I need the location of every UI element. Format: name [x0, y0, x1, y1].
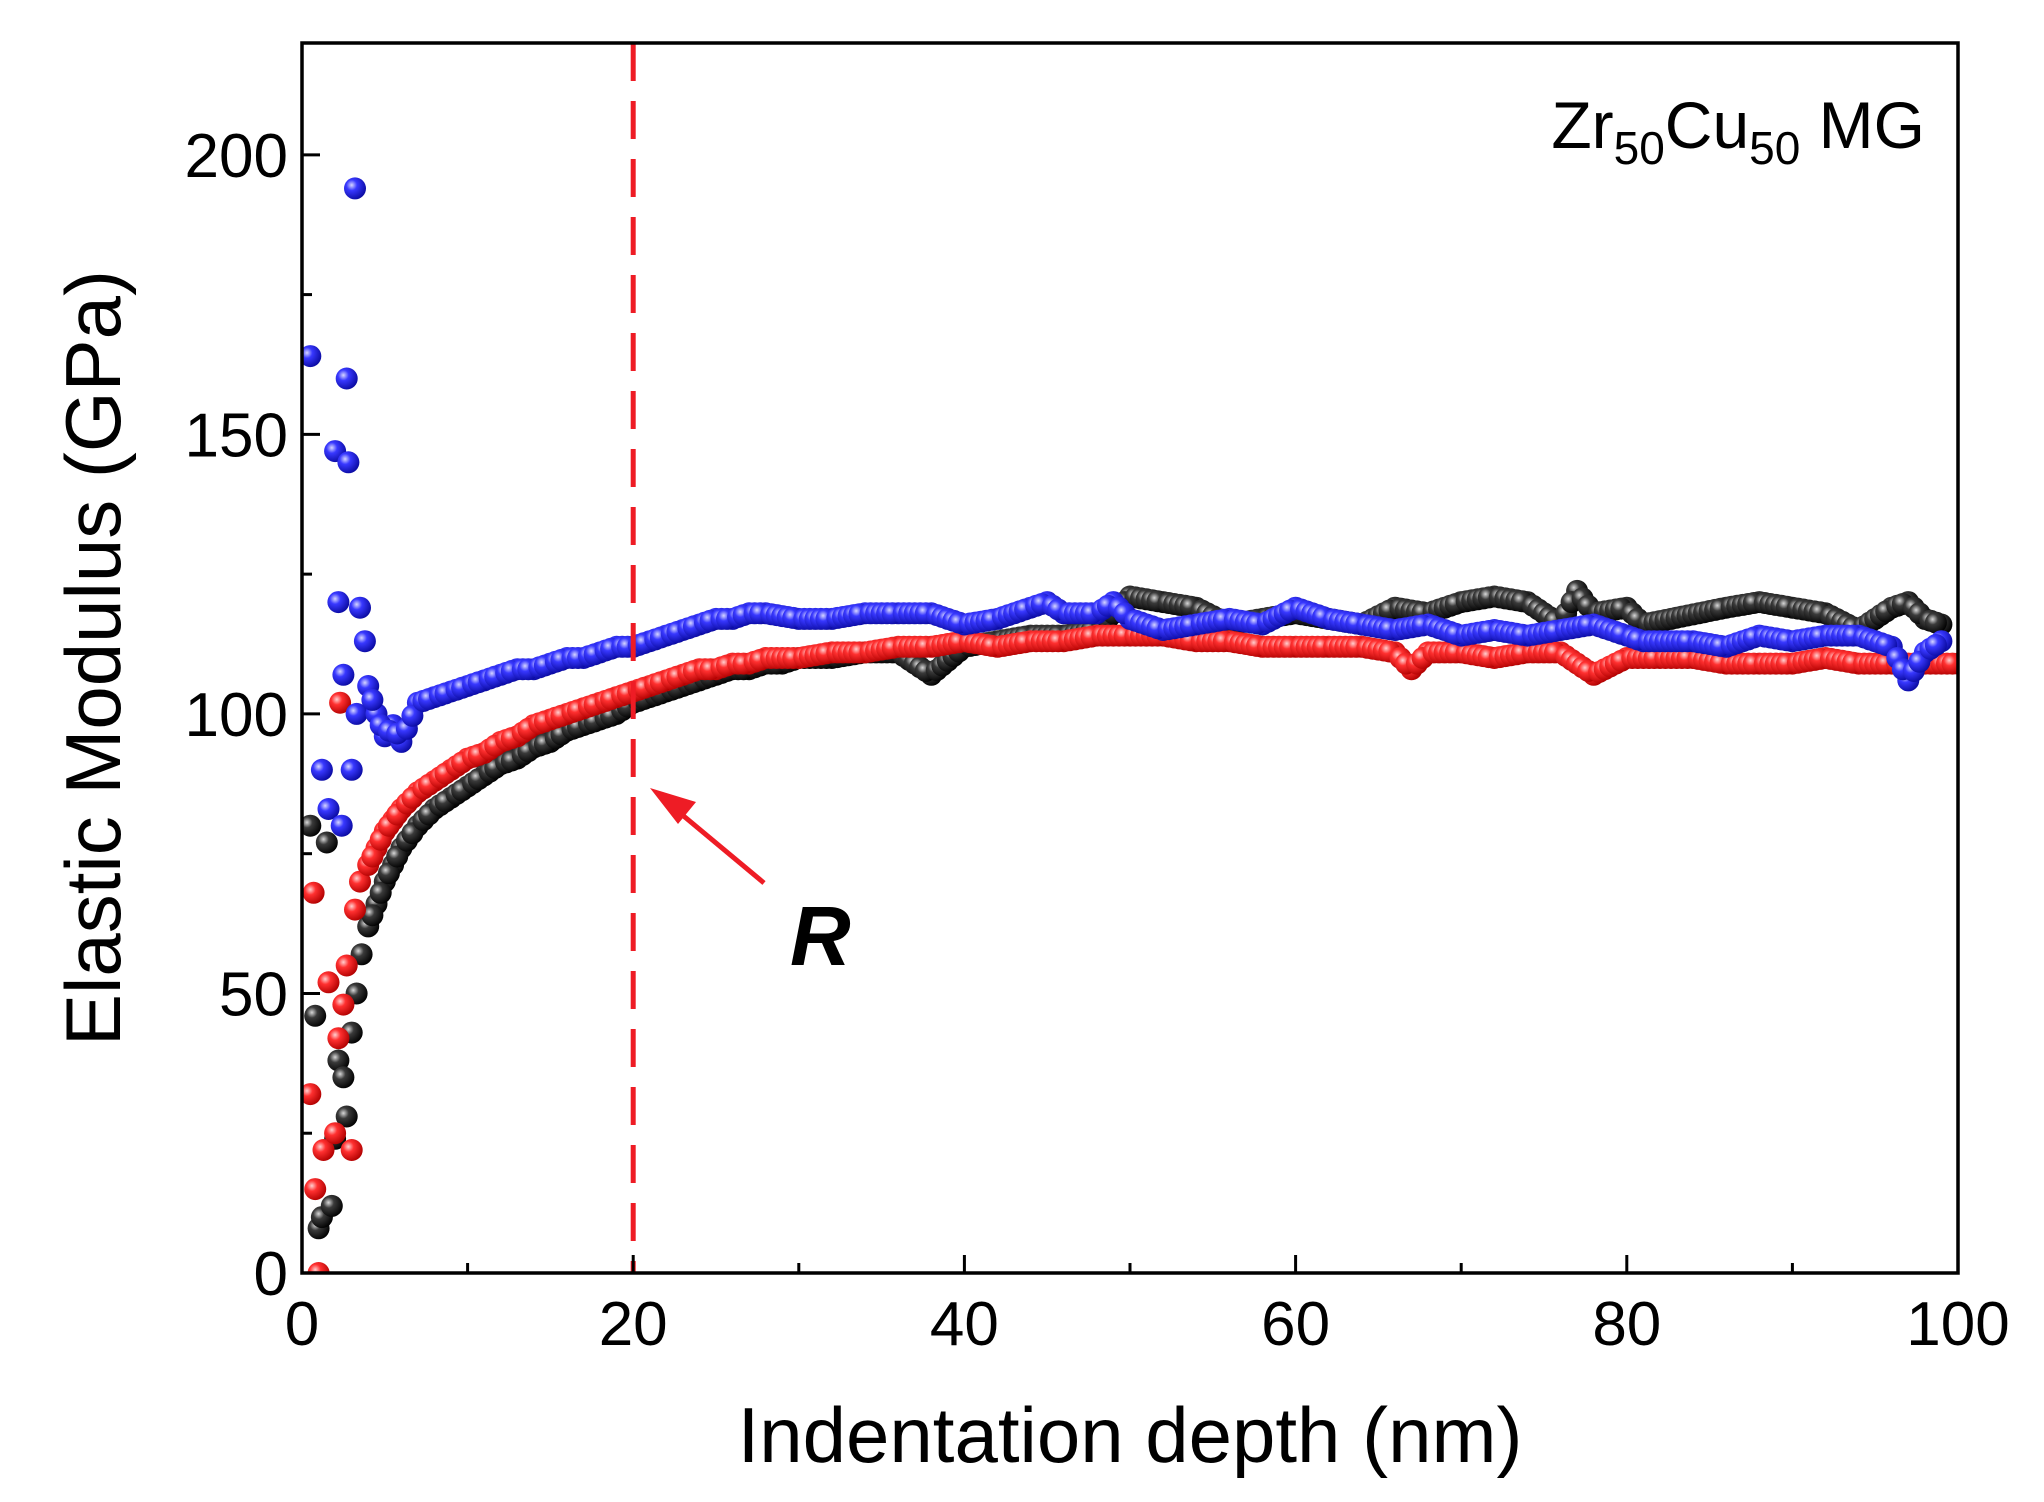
x-tick-label: 100	[1906, 1290, 2009, 1359]
blue-series-point	[302, 345, 322, 368]
x-axis-title: Indentation depth (nm)	[738, 1391, 1523, 1479]
material-label-mg: MG	[1800, 88, 1925, 162]
material-label-sub2: 50	[1749, 122, 1800, 174]
material-label-cu: Cu	[1665, 88, 1749, 162]
y-tick-label: 150	[185, 401, 288, 470]
x-tick-label: 20	[599, 1290, 668, 1359]
red-series-point	[324, 1122, 347, 1145]
material-label-zr: Zr	[1551, 88, 1613, 162]
axis-tick-labels: 0 20 40 60 80 100 0 50 100 150 200	[185, 122, 2010, 1359]
x-tick-label: 80	[1592, 1290, 1661, 1359]
blue-series-point	[310, 758, 333, 781]
data-series-layer	[302, 177, 1958, 1273]
red-series-point	[349, 870, 371, 893]
black-series-point	[361, 904, 384, 927]
r-arrow-label: R	[790, 889, 851, 983]
black-series-point	[335, 1105, 358, 1128]
red-series-point	[302, 881, 325, 904]
r-arrow-shaft	[678, 811, 766, 885]
blue-series-point	[335, 367, 358, 390]
x-tick-label: 60	[1261, 1290, 1330, 1359]
red-series-point	[332, 993, 355, 1016]
blue-series-point	[345, 702, 368, 725]
black-series-point	[327, 1049, 350, 1072]
blue-series-point	[332, 663, 355, 686]
black-series-point	[304, 1004, 327, 1027]
blue-series-point	[344, 177, 366, 200]
black-series-point	[377, 862, 400, 885]
blue-series-point	[349, 596, 371, 619]
red-series-point	[302, 1083, 322, 1106]
blue-series-point	[361, 688, 384, 711]
black-series-point	[1924, 611, 1947, 634]
black-series-point	[386, 845, 409, 868]
axis-ticks	[300, 153, 1960, 1275]
black-series-point	[332, 1066, 355, 1089]
red-series-point	[335, 954, 358, 977]
red-series-point	[361, 845, 384, 868]
red-series-point	[317, 971, 340, 994]
black-series-point	[320, 1194, 343, 1217]
series-2	[302, 177, 1953, 837]
r-arrow-head	[650, 788, 696, 824]
blue-series-point	[317, 798, 340, 820]
black-series-point	[369, 881, 392, 904]
blue-series-point	[1924, 634, 1947, 656]
red-series-point	[344, 898, 366, 921]
x-tick-label: 40	[930, 1290, 999, 1359]
y-tick-label: 0	[254, 1240, 288, 1309]
blue-series-point	[330, 814, 353, 837]
blue-series-point	[353, 630, 376, 653]
red-series-point	[307, 1262, 330, 1273]
red-series-point	[312, 1139, 335, 1161]
red-series-point	[304, 1178, 327, 1201]
blue-series-point	[327, 591, 350, 614]
y-tick-label: 50	[219, 960, 288, 1029]
red-series-point	[329, 691, 352, 714]
black-series-point	[302, 814, 322, 837]
material-label-sub1: 50	[1614, 122, 1665, 174]
y-tick-label: 100	[185, 681, 288, 750]
red-series-point	[340, 1139, 363, 1161]
series-1	[302, 624, 1958, 1273]
y-axis-title: Elastic Modulus (GPa)	[49, 270, 137, 1046]
x-tick-label: 0	[285, 1290, 319, 1359]
y-tick-label: 200	[185, 122, 288, 191]
blue-series-point	[337, 451, 360, 474]
series-0	[302, 579, 1953, 1240]
black-series-point	[315, 831, 338, 854]
red-series-point	[1941, 652, 1958, 675]
r-arrow	[650, 788, 766, 885]
material-label: Zr50Cu50 MG	[1551, 88, 1925, 174]
red-series-point	[327, 1027, 350, 1050]
blue-series-point	[340, 758, 363, 781]
